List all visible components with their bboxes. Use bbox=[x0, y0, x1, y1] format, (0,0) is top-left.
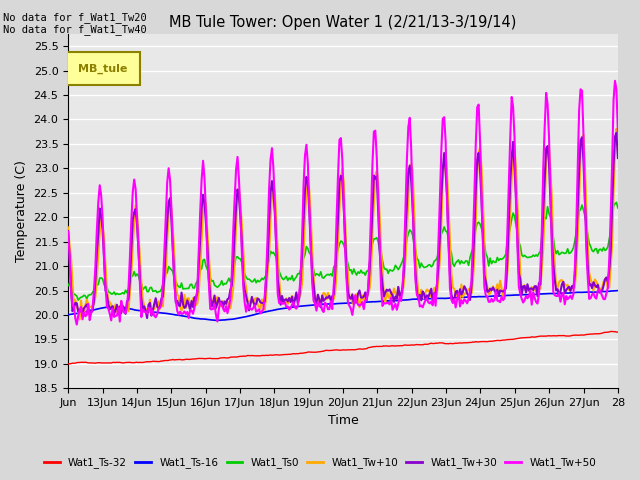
FancyBboxPatch shape bbox=[65, 52, 140, 85]
Text: No data for f_Wat1_Tw20
No data for f_Wat1_Tw40: No data for f_Wat1_Tw20 No data for f_Wa… bbox=[3, 12, 147, 36]
Y-axis label: Temperature (C): Temperature (C) bbox=[15, 160, 28, 262]
Text: MB_tule: MB_tule bbox=[77, 63, 127, 74]
Legend: Wat1_Ts-32, Wat1_Ts-16, Wat1_Ts0, Wat1_Tw+10, Wat1_Tw+30, Wat1_Tw+50: Wat1_Ts-32, Wat1_Ts-16, Wat1_Ts0, Wat1_T… bbox=[40, 453, 600, 472]
X-axis label: Time: Time bbox=[328, 414, 358, 427]
Title: MB Tule Tower: Open Water 1 (2/21/13-3/19/14): MB Tule Tower: Open Water 1 (2/21/13-3/1… bbox=[170, 15, 516, 30]
